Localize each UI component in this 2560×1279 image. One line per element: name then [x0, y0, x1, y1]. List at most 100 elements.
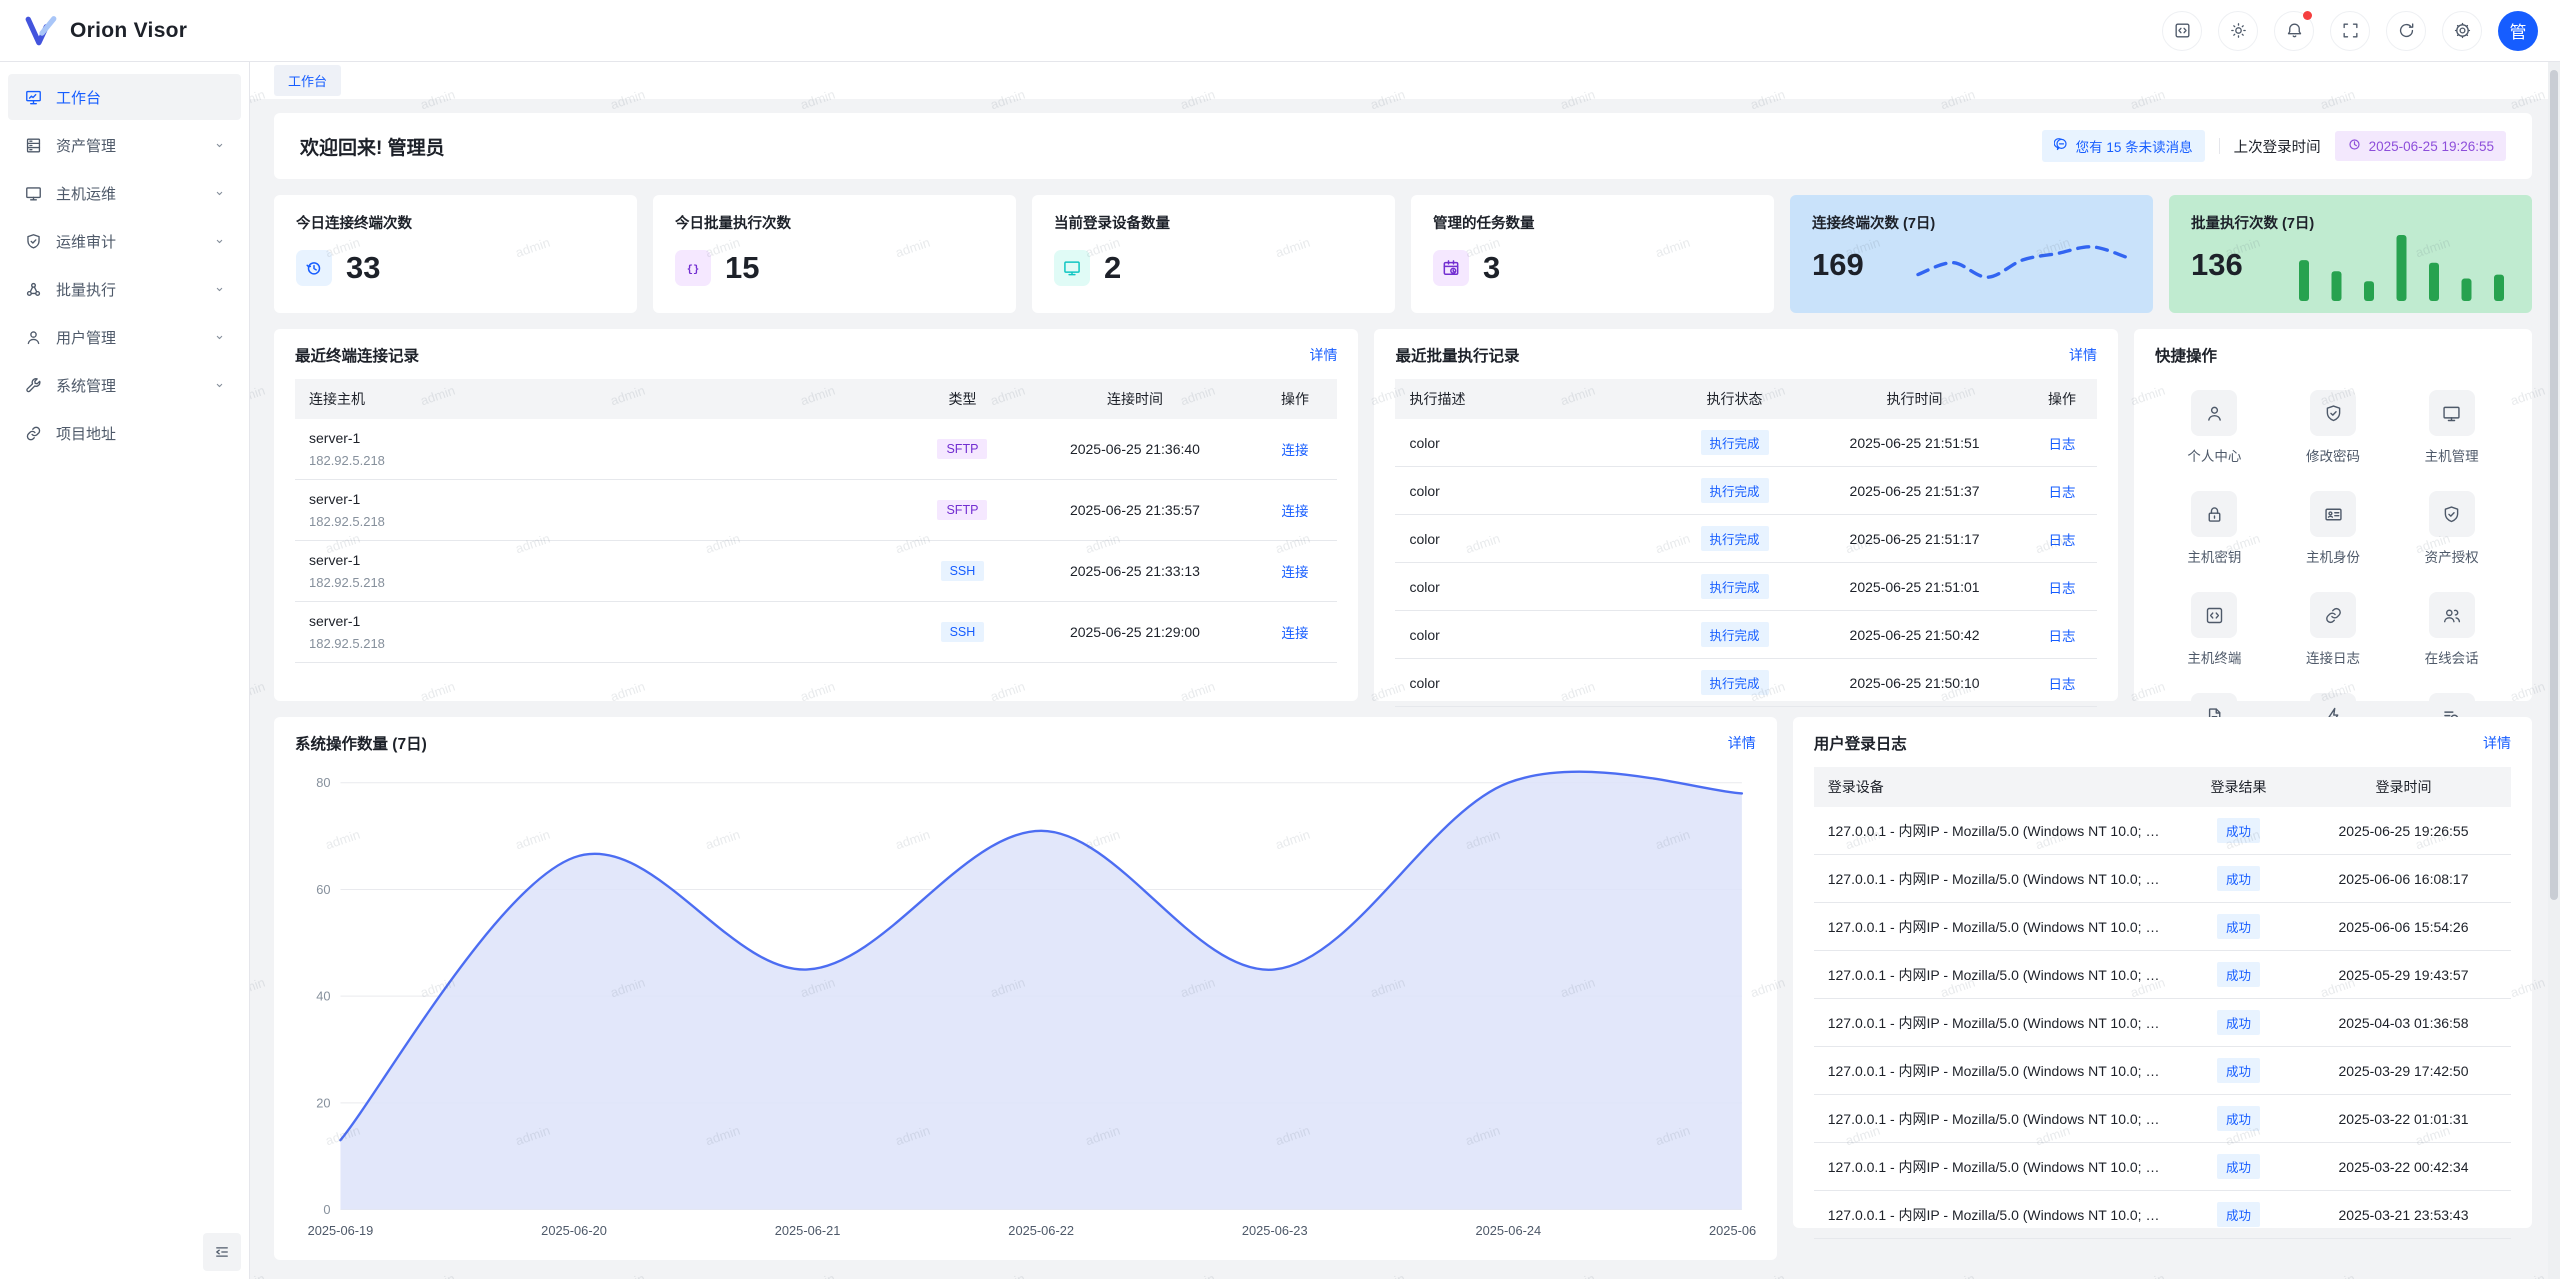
recent-connections-detail-link[interactable]: 详情 [1309, 347, 1338, 363]
recent-executions-panel: 最近批量执行记录 详情 执行描述 执行状态 执行时间 操作 color 执行完成 20… [1374, 329, 2119, 707]
connect-link[interactable]: 连接 [1281, 565, 1309, 580]
protocol-tag: SFTP [937, 500, 988, 520]
wrench-icon [26, 377, 41, 392]
sidebar-item-nodes[interactable]: 批量执行 [8, 266, 241, 312]
quick-action-user[interactable]: 个人中心 [2155, 390, 2274, 465]
log-link[interactable]: 日志 [2048, 484, 2076, 500]
user-icon [2207, 406, 2221, 421]
login-device: 127.0.0.1 - 内网IP - Mozilla/5.0 (Windows … [1813, 902, 2181, 951]
page-scrollbar[interactable] [2548, 62, 2560, 1279]
log-link[interactable]: 日志 [2048, 676, 2076, 692]
connect-link[interactable]: 连接 [1281, 443, 1309, 458]
column-header: 连接主机 [295, 379, 908, 419]
header-actions: 管 [2162, 10, 2538, 51]
login-result-badge: 成功 [2216, 962, 2260, 987]
sidebar-item-servers[interactable]: 资产管理 [8, 122, 241, 168]
stat-card-2: 当前登录设备数量 2 [1032, 195, 1395, 313]
brightness-button[interactable] [2218, 10, 2258, 51]
unread-messages-badge[interactable]: 您有 15 条未读消息 [2041, 130, 2205, 162]
last-login-time: 2025-06-25 19:26:55 [2368, 138, 2494, 154]
execution-time: 2025-06-25 21:51:37 [1802, 466, 2028, 515]
quick-action-id-card[interactable]: 主机身份 [2274, 491, 2393, 566]
lock-icon [2208, 506, 2221, 522]
monitor-icon [1064, 261, 1080, 276]
quick-action-shield-check[interactable]: 资产授权 [2392, 491, 2511, 566]
quick-action-label: 主机身份 [2306, 550, 2361, 565]
quick-action-link[interactable]: 连接日志 [2274, 592, 2393, 667]
tab-workbench[interactable]: 工作台 [274, 65, 342, 96]
bell-button[interactable] [2274, 10, 2314, 51]
sidebar-item-label: 用户管理 [56, 329, 117, 347]
log-link[interactable]: 日志 [2048, 628, 2076, 644]
column-header: 类型 [907, 379, 1018, 419]
braces-icon: {} [687, 264, 700, 276]
code-button[interactable] [2162, 10, 2202, 51]
sidebar-item-label: 资产管理 [56, 137, 117, 155]
stat-value: 3 [1483, 250, 1501, 285]
log-link[interactable]: 日志 [2048, 436, 2076, 452]
refresh-icon [2399, 23, 2413, 38]
column-header: 登录时间 [2296, 767, 2511, 807]
svg-text:60: 60 [316, 882, 330, 897]
sidebar-item-label: 项目地址 [56, 425, 117, 443]
svg-text:2025-06-19: 2025-06-19 [308, 1223, 374, 1238]
quick-action-lock[interactable]: 主机密钥 [2155, 491, 2274, 566]
monitor-icon [2443, 406, 2460, 421]
fullscreen-button[interactable] [2330, 10, 2370, 51]
column-header: 操作 [2027, 379, 2098, 419]
unread-messages-text: 您有 15 条未读消息 [2075, 140, 2193, 155]
quick-action-users[interactable]: 在线会话 [2392, 592, 2511, 667]
host-ip: 182.92.5.218 [309, 453, 385, 468]
notification-dot [2303, 10, 2312, 20]
sidebar-item-monitor[interactable]: 主机运维 [8, 170, 241, 216]
execution-desc: color [1395, 610, 1668, 659]
brightness-icon [2230, 23, 2246, 38]
code-icon [2206, 607, 2223, 623]
chevron-down-icon [216, 287, 223, 291]
menu-fold-icon [216, 1247, 228, 1257]
host-name: server-1 [309, 430, 361, 446]
svg-text:40: 40 [316, 989, 330, 1004]
sidebar-item-shield-check[interactable]: 运维审计 [8, 218, 241, 264]
login-time: 2025-03-29 17:42:50 [2296, 1046, 2511, 1095]
sidebar-collapse-button[interactable] [203, 1233, 241, 1271]
sidebar-item-label: 运维审计 [56, 233, 117, 251]
login-row: 127.0.0.1 - 内网IP - Mozilla/5.0 (Windows … [1813, 998, 2511, 1047]
users-icon [2444, 609, 2461, 622]
login-result-badge: 成功 [2216, 866, 2260, 891]
execution-time: 2025-06-25 21:50:10 [1802, 658, 2028, 707]
recent-executions-detail-link[interactable]: 详情 [2069, 347, 2098, 363]
protocol-tag: SSH [940, 622, 985, 642]
log-link[interactable]: 日志 [2048, 580, 2076, 596]
user-avatar[interactable]: 管 [2498, 10, 2538, 51]
brand-name: Orion Visor [70, 18, 188, 42]
recent-connections-panel: 最近终端连接记录 详情 连接主机 类型 连接时间 操作 server-1 182.92… [274, 329, 1359, 701]
status-badge: 执行完成 [1700, 526, 1769, 551]
sidebar-item-dashboard[interactable]: 工作台 [8, 74, 241, 120]
quick-action-monitor[interactable]: 主机管理 [2392, 390, 2511, 465]
login-time: 2025-06-25 19:26:55 [2296, 807, 2511, 855]
quick-action-shield-check[interactable]: 修改密码 [2274, 390, 2393, 465]
column-header: 登录结果 [2181, 767, 2296, 807]
sidebar-item-link[interactable]: 项目地址 [8, 410, 241, 456]
connect-link[interactable]: 连接 [1281, 504, 1309, 519]
svg-text:0: 0 [323, 1202, 330, 1217]
quick-action-code[interactable]: 主机终端 [2155, 592, 2274, 667]
connection-row: server-1 182.92.5.218 SSH 2025-06-25 21:… [295, 540, 1338, 602]
refresh-button[interactable] [2386, 10, 2426, 51]
connect-link[interactable]: 连接 [1281, 626, 1309, 641]
shield-check-icon [2326, 404, 2340, 421]
scrollbar-thumb[interactable] [2550, 70, 2558, 900]
sidebar-item-label: 批量执行 [56, 281, 117, 299]
sidebar-item-wrench[interactable]: 系统管理 [8, 362, 241, 408]
log-link[interactable]: 日志 [2048, 532, 2076, 548]
login-logs-detail-link[interactable]: 详情 [2483, 735, 2511, 751]
svg-text:2025-06-23: 2025-06-23 [1242, 1223, 1308, 1238]
gear-button[interactable] [2442, 10, 2482, 51]
operations-chart-detail-link[interactable]: 详情 [1727, 735, 1756, 751]
connect-time: 2025-06-25 21:29:00 [1017, 601, 1253, 663]
sidebar-item-user[interactable]: 用户管理 [8, 314, 241, 360]
execution-row: color 执行完成 2025-06-25 21:51:51 日志 [1395, 419, 2098, 467]
stat-label: 批量执行次数 (7日) [2191, 216, 2315, 232]
stat-card-1: 今日批量执行次数 {} 15 [653, 195, 1016, 313]
